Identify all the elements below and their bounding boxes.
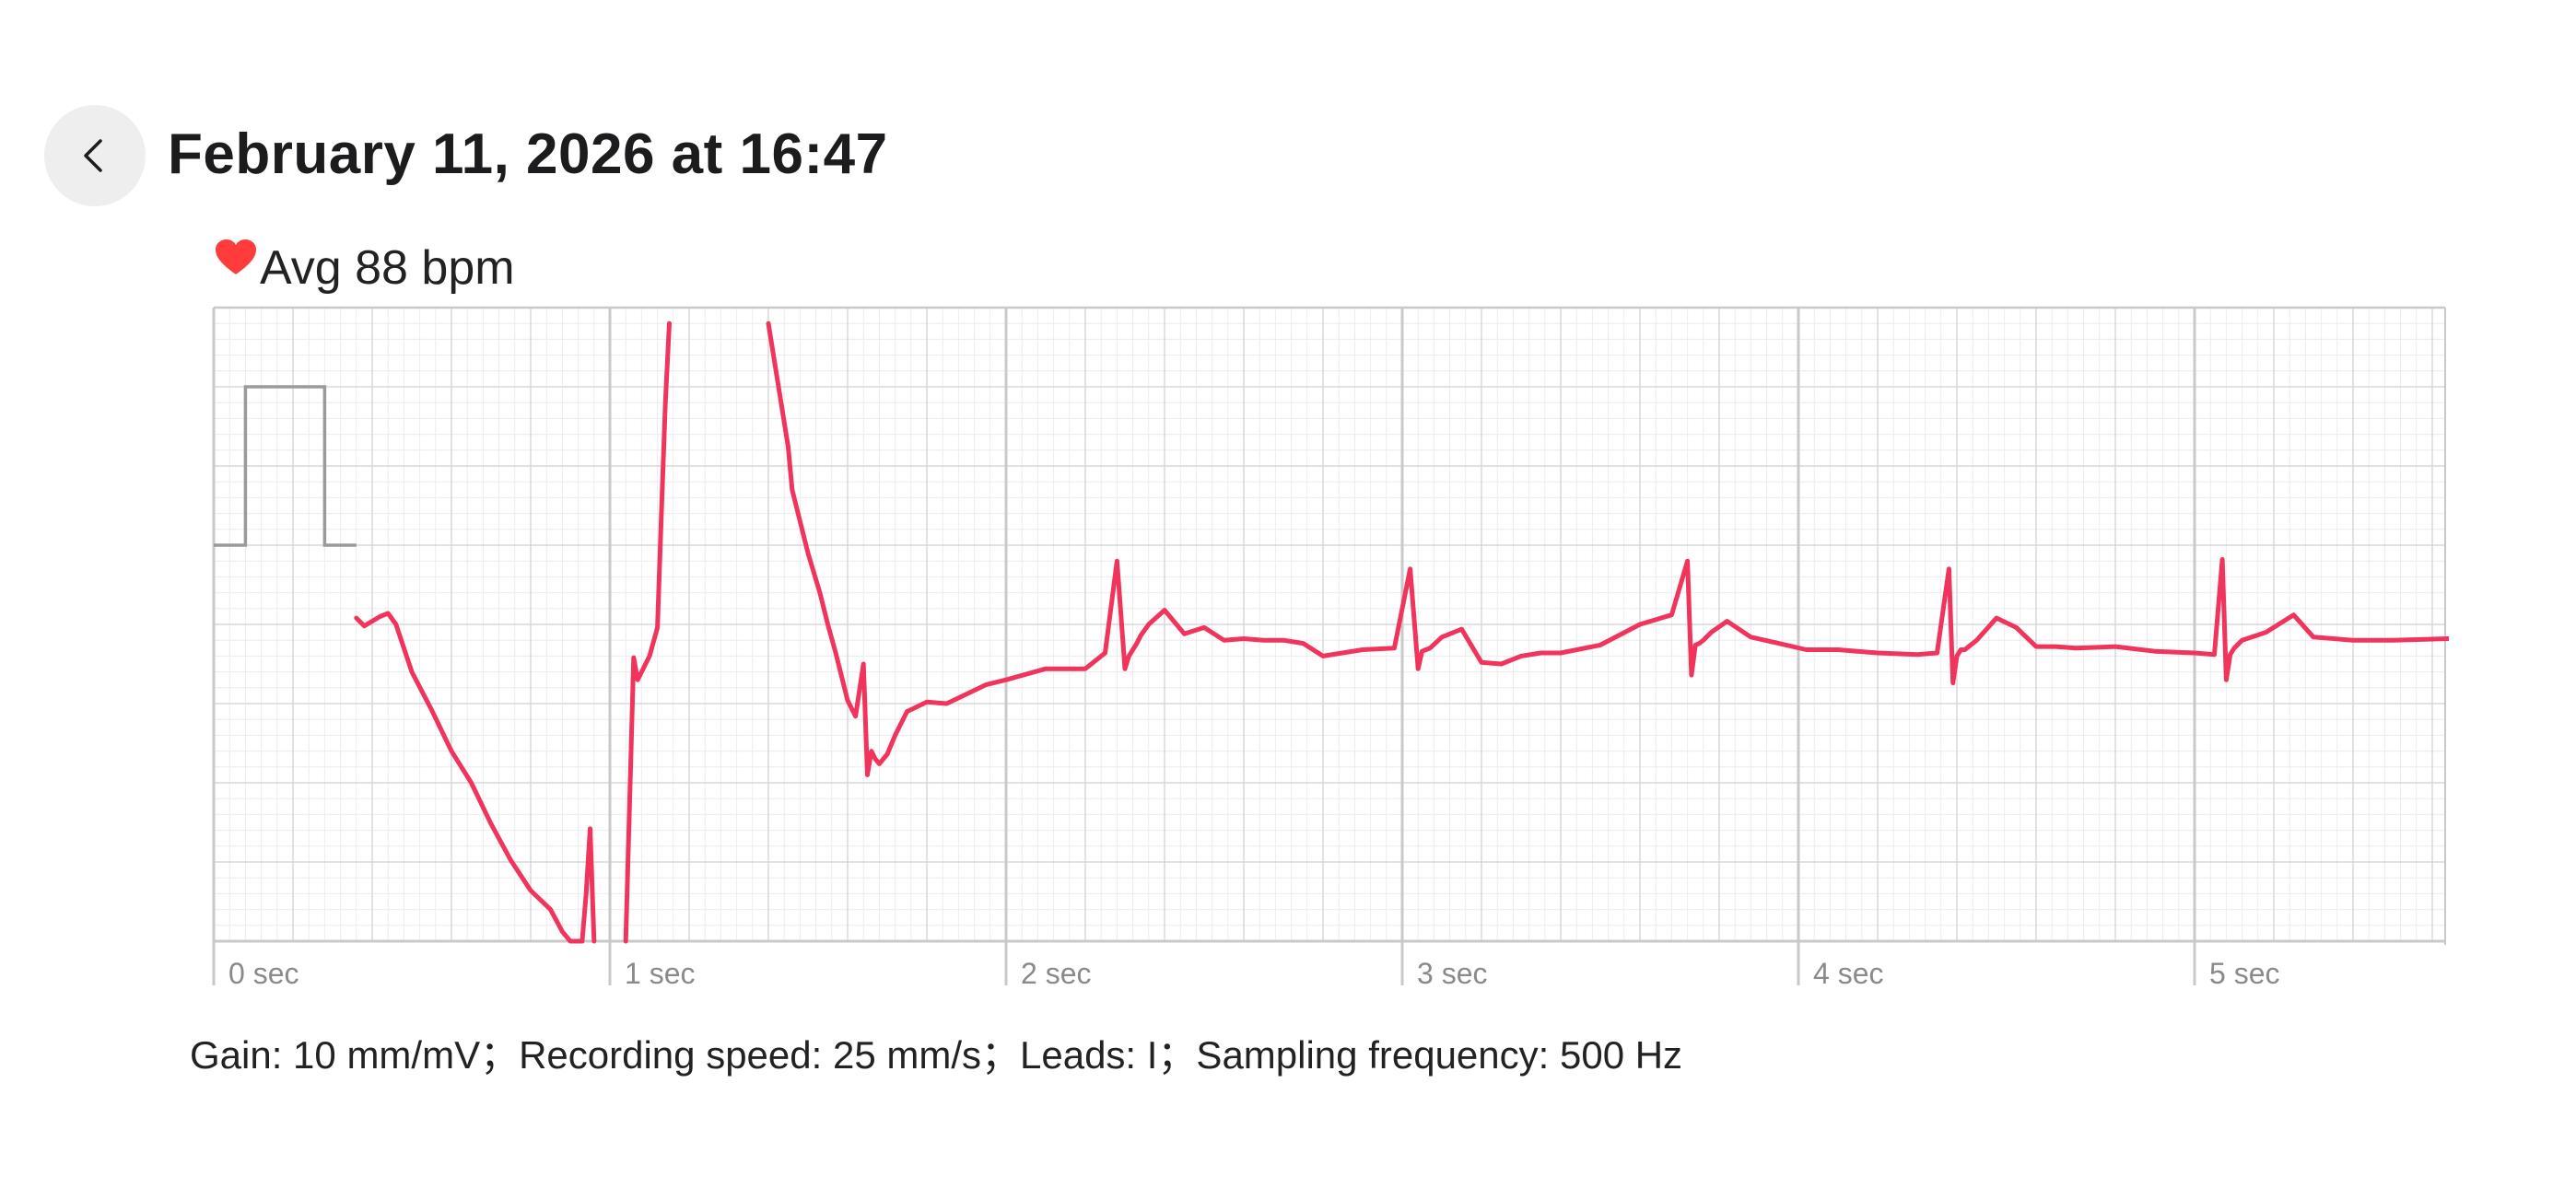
x-tick-label: 4 sec bbox=[1813, 957, 1883, 990]
recording-parameters: Gain: 10 mm/mV；Recording speed: 25 mm/s；… bbox=[190, 1033, 1683, 1077]
back-button[interactable] bbox=[44, 105, 146, 206]
average-heart-rate: Avg 88 bpm bbox=[260, 241, 515, 295]
x-tick-label: 3 sec bbox=[1417, 957, 1487, 990]
x-axis-ticks: 0 sec 1 sec 2 sec 3 sec 4 sec 5 sec bbox=[228, 957, 2279, 990]
calibration-pulse-line bbox=[214, 385, 357, 547]
grid-minor bbox=[213, 307, 2445, 942]
ecg-trace-segment bbox=[766, 320, 2449, 777]
x-tick-label: 2 sec bbox=[1021, 957, 1091, 990]
heart-icon bbox=[216, 239, 256, 274]
ecg-chart: 0 sec 1 sec 2 sec 3 sec 4 sec 5 sec bbox=[212, 306, 2449, 990]
ecg-trace-segment bbox=[354, 611, 597, 944]
ecg-trace bbox=[354, 320, 2449, 944]
x-axis bbox=[214, 306, 2446, 945]
x-tick-label: 5 sec bbox=[2209, 957, 2279, 990]
heart-rate-summary: Avg 88 bpm bbox=[216, 236, 515, 300]
calibration-pulse bbox=[214, 385, 357, 547]
x-tick-label: 0 sec bbox=[228, 957, 299, 990]
chevron-left-icon bbox=[84, 139, 102, 172]
x-tick-label: 1 sec bbox=[625, 957, 695, 990]
page-title: February 11, 2026 at 16:47 bbox=[168, 122, 888, 186]
ecg-trace-segment bbox=[623, 320, 672, 944]
